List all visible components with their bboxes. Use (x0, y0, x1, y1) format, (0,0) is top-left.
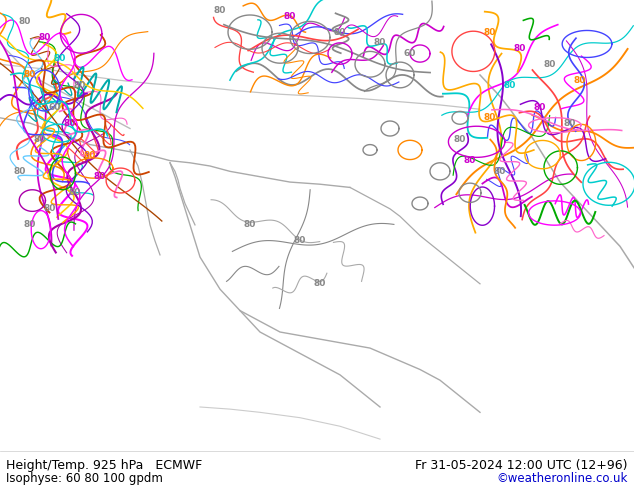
Text: 80: 80 (494, 167, 506, 176)
Polygon shape (480, 0, 634, 139)
Text: 80: 80 (484, 27, 496, 37)
Text: 80: 80 (334, 27, 346, 37)
Text: 80: 80 (374, 38, 386, 48)
Text: Fr 31-05-2024 12:00 UTC (12+96): Fr 31-05-2024 12:00 UTC (12+96) (415, 459, 628, 472)
Text: 80: 80 (24, 71, 36, 79)
Text: 60: 60 (404, 49, 416, 58)
Text: 80: 80 (314, 279, 326, 288)
Text: 80: 80 (514, 44, 526, 53)
Text: 80: 80 (244, 220, 256, 229)
Text: 80: 80 (464, 156, 476, 165)
Text: 80: 80 (54, 54, 66, 63)
Text: 80: 80 (69, 188, 81, 197)
Text: 80: 80 (84, 151, 96, 160)
Text: Isophyse: 60 80 100 gpdm: Isophyse: 60 80 100 gpdm (6, 472, 163, 485)
Text: 80: 80 (564, 119, 576, 128)
Polygon shape (380, 278, 634, 450)
Text: 80: 80 (14, 167, 26, 176)
Text: 80: 80 (284, 12, 296, 21)
Text: 80: 80 (74, 81, 86, 90)
Text: 80: 80 (294, 237, 306, 245)
Text: 80: 80 (34, 135, 46, 144)
Text: 80: 80 (44, 204, 56, 213)
Text: 80: 80 (64, 119, 76, 128)
Text: 80: 80 (19, 17, 31, 26)
Text: Height/Temp. 925 hPa   ECMWF: Height/Temp. 925 hPa ECMWF (6, 459, 203, 472)
Text: 80: 80 (214, 6, 226, 15)
Text: 80: 80 (454, 135, 466, 144)
Text: 80: 80 (544, 60, 556, 69)
Text: 60: 60 (49, 102, 61, 112)
Text: ©weatheronline.co.uk: ©weatheronline.co.uk (496, 472, 628, 485)
Text: 80: 80 (574, 76, 586, 85)
Text: 80: 80 (94, 172, 106, 181)
Text: 80: 80 (24, 220, 36, 229)
Text: 80: 80 (484, 113, 496, 122)
Text: 80: 80 (534, 102, 546, 112)
Text: 80: 80 (504, 81, 516, 90)
Text: 80: 80 (39, 33, 51, 42)
